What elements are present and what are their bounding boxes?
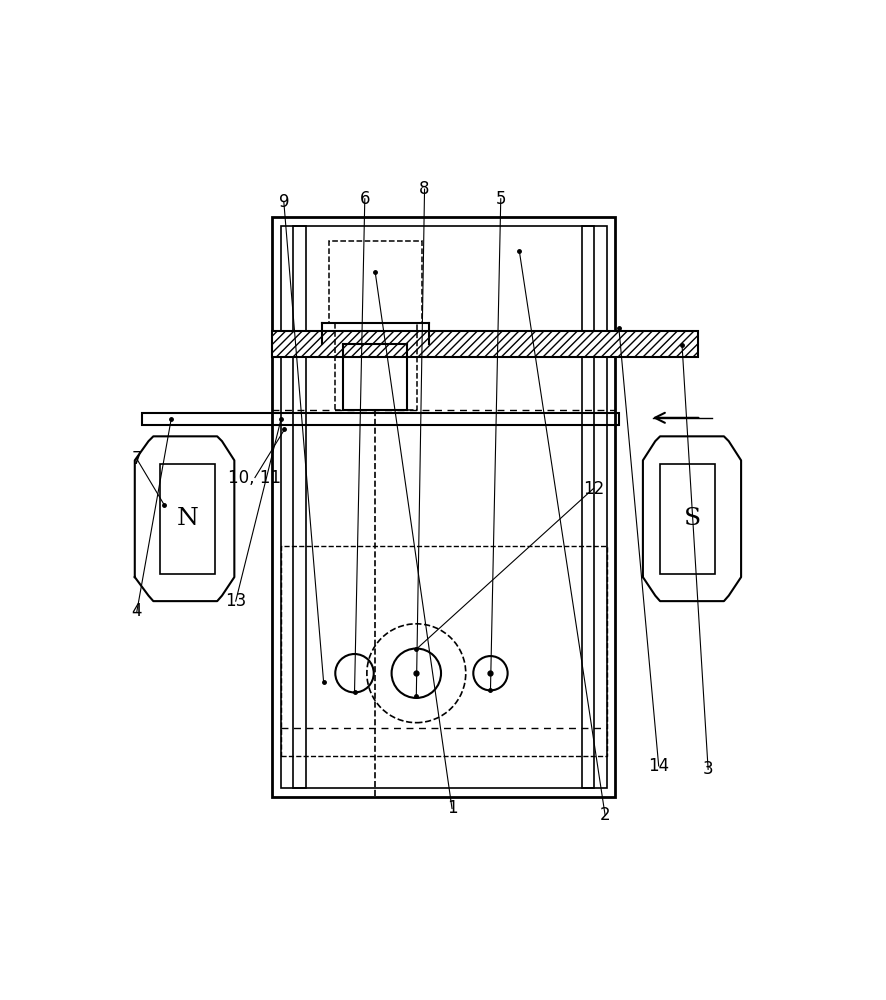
Bar <box>160 464 215 574</box>
Bar <box>281 226 607 788</box>
Bar <box>142 413 618 425</box>
Text: 5: 5 <box>495 190 506 208</box>
Text: S: S <box>684 507 701 530</box>
Bar <box>281 546 607 756</box>
Text: 4: 4 <box>132 602 142 620</box>
Text: 10, 11: 10, 11 <box>229 469 282 487</box>
Text: 7: 7 <box>132 450 142 468</box>
Bar <box>660 464 715 574</box>
Text: 6: 6 <box>360 190 370 208</box>
Bar <box>293 226 306 788</box>
Text: N: N <box>176 507 198 530</box>
Text: 2: 2 <box>600 806 610 824</box>
Text: 8: 8 <box>419 180 430 198</box>
Text: 13: 13 <box>225 592 246 610</box>
Text: 14: 14 <box>649 757 669 775</box>
Bar <box>272 331 698 357</box>
Text: 9: 9 <box>278 193 289 211</box>
Text: 1: 1 <box>447 799 457 817</box>
Bar <box>272 217 616 797</box>
Text: 3: 3 <box>703 760 713 778</box>
Bar <box>335 323 417 410</box>
Bar <box>329 241 422 323</box>
Text: 12: 12 <box>583 480 604 498</box>
Bar <box>582 226 595 788</box>
